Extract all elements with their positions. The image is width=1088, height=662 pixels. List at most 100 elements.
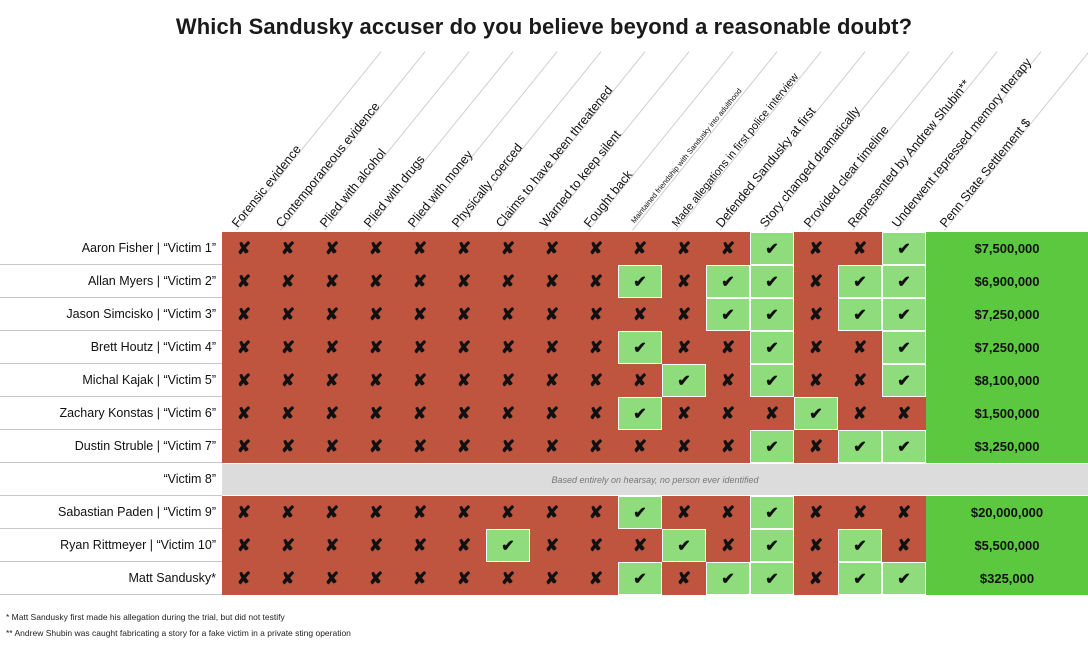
check-mark: ✔ [882, 562, 926, 595]
x-mark: ✘ [266, 265, 310, 298]
x-mark: ✘ [618, 430, 662, 463]
x-mark: ✘ [354, 265, 398, 298]
check-mark: ✔ [838, 562, 882, 595]
check-mark: ✔ [838, 529, 882, 562]
x-mark: ✘ [310, 265, 354, 298]
chart-title: Which Sandusky accuser do you believe be… [175, 14, 913, 39]
x-mark: ✘ [794, 232, 838, 265]
settlement-value: $3,250,000 [926, 430, 1088, 463]
x-mark: ✘ [442, 496, 486, 529]
x-mark: ✘ [310, 232, 354, 265]
row-divider [0, 330, 222, 331]
x-mark: ✘ [222, 496, 266, 529]
check-mark: ✔ [750, 562, 794, 595]
x-mark: ✘ [794, 562, 838, 595]
row-divider [0, 561, 222, 562]
x-mark: ✘ [838, 364, 882, 397]
x-mark: ✘ [706, 529, 750, 562]
row-divider [0, 462, 222, 463]
x-mark: ✘ [222, 562, 266, 595]
x-mark: ✘ [442, 232, 486, 265]
x-mark: ✘ [222, 529, 266, 562]
x-mark: ✘ [574, 298, 618, 331]
x-mark: ✘ [706, 430, 750, 463]
x-mark: ✘ [442, 529, 486, 562]
x-mark: ✘ [838, 232, 882, 265]
x-mark: ✘ [310, 562, 354, 595]
row-label: Ryan Rittmeyer | “Victim 10” [60, 538, 216, 552]
row-label: Brett Houtz | “Victim 4” [90, 340, 216, 354]
x-mark: ✘ [574, 331, 618, 364]
check-mark: ✔ [750, 232, 794, 265]
x-mark: ✘ [574, 430, 618, 463]
x-mark: ✘ [354, 397, 398, 430]
x-mark: ✘ [398, 430, 442, 463]
x-mark: ✘ [398, 232, 442, 265]
check-mark: ✔ [750, 529, 794, 562]
x-mark: ✘ [750, 397, 794, 430]
x-mark: ✘ [662, 298, 706, 331]
x-mark: ✘ [354, 364, 398, 397]
x-mark: ✘ [574, 562, 618, 595]
x-mark: ✘ [574, 397, 618, 430]
x-mark: ✘ [222, 364, 266, 397]
x-mark: ✘ [662, 232, 706, 265]
check-mark: ✔ [706, 298, 750, 331]
x-mark: ✘ [838, 496, 882, 529]
x-mark: ✘ [530, 265, 574, 298]
x-mark: ✘ [530, 562, 574, 595]
row-label: Zachary Konstas | “Victim 6” [59, 406, 216, 420]
settlement-value: $5,500,000 [926, 529, 1088, 562]
x-mark: ✘ [354, 529, 398, 562]
x-mark: ✘ [618, 298, 662, 331]
x-mark: ✘ [222, 397, 266, 430]
check-mark: ✔ [618, 265, 662, 298]
x-mark: ✘ [222, 265, 266, 298]
row-label: Dustin Struble | “Victim 7” [74, 439, 216, 453]
x-mark: ✘ [310, 529, 354, 562]
settlement-value: $8,100,000 [926, 364, 1088, 397]
check-mark: ✔ [618, 331, 662, 364]
x-mark: ✘ [662, 562, 706, 595]
x-mark: ✘ [398, 562, 442, 595]
x-mark: ✘ [310, 397, 354, 430]
x-mark: ✘ [486, 232, 530, 265]
check-mark: ✔ [750, 331, 794, 364]
check-mark: ✔ [882, 232, 926, 265]
x-mark: ✘ [442, 562, 486, 595]
check-mark: ✔ [618, 562, 662, 595]
check-mark: ✔ [838, 265, 882, 298]
hearsay-note: Based entirely on hearsay, no person eve… [551, 474, 759, 485]
check-mark: ✔ [838, 430, 882, 463]
x-mark: ✘ [574, 232, 618, 265]
row-label: Aaron Fisher | “Victim 1” [81, 241, 216, 255]
check-mark: ✔ [882, 298, 926, 331]
x-mark: ✘ [486, 298, 530, 331]
x-mark: ✘ [574, 529, 618, 562]
x-mark: ✘ [310, 364, 354, 397]
x-mark: ✘ [266, 232, 310, 265]
x-mark: ✘ [222, 232, 266, 265]
x-mark: ✘ [442, 265, 486, 298]
hearsay-band: Based entirely on hearsay, no person eve… [222, 464, 1088, 495]
check-mark: ✔ [618, 397, 662, 430]
check-mark: ✔ [706, 562, 750, 595]
x-mark: ✘ [398, 397, 442, 430]
check-mark: ✔ [750, 496, 794, 529]
x-mark: ✘ [618, 529, 662, 562]
x-mark: ✘ [662, 397, 706, 430]
x-mark: ✘ [882, 397, 926, 430]
x-mark: ✘ [706, 397, 750, 430]
x-mark: ✘ [442, 430, 486, 463]
x-mark: ✘ [662, 496, 706, 529]
x-mark: ✘ [486, 562, 530, 595]
x-mark: ✘ [266, 430, 310, 463]
x-mark: ✘ [398, 364, 442, 397]
x-mark: ✘ [882, 496, 926, 529]
row-label: Michal Kajak | “Victim 5” [82, 373, 216, 387]
x-mark: ✘ [266, 529, 310, 562]
check-mark: ✔ [838, 298, 882, 331]
settlement-value: $7,500,000 [926, 232, 1088, 265]
x-mark: ✘ [530, 496, 574, 529]
x-mark: ✘ [266, 298, 310, 331]
